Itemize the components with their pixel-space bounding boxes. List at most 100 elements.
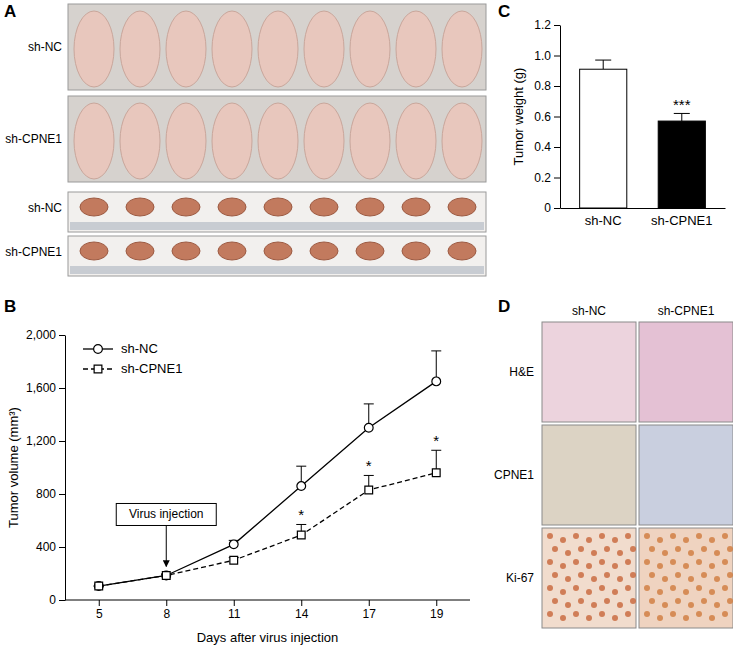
tick: 1.2 [534, 18, 560, 32]
histology-image [639, 528, 733, 628]
stain-dot [586, 537, 592, 543]
stain-dot [644, 559, 650, 565]
series-line [99, 473, 437, 586]
stain-dot [547, 559, 553, 565]
stain-dot [547, 611, 553, 617]
stain-dot [586, 589, 592, 595]
stain-dot [662, 602, 668, 608]
stain-dot [649, 572, 655, 578]
stain-dot [727, 598, 733, 604]
tick-mark [59, 441, 65, 442]
tick: 1,600 [26, 381, 65, 395]
stain-dot [675, 572, 681, 578]
stain-dot [662, 576, 668, 582]
axis-line [65, 336, 66, 601]
tick: 17 [363, 600, 377, 621]
tick: 19 [430, 600, 444, 621]
stain-dot [625, 585, 631, 591]
column-label: sh-CPNE1 [658, 304, 715, 318]
mouse-shape [212, 103, 252, 179]
tick: 0 [544, 201, 560, 215]
stain-dot [591, 602, 597, 608]
error-bar [595, 60, 611, 69]
tick-mark [554, 25, 560, 26]
stain-dot [714, 550, 720, 556]
tumor-shape [448, 242, 476, 260]
marker [432, 469, 440, 477]
stain-dot [701, 598, 707, 604]
legend-item: sh-CPNE1 [83, 361, 182, 376]
stain-dot [688, 550, 694, 556]
tumor-shape [310, 198, 338, 216]
tick: sh-NC [585, 208, 622, 228]
row-label: H&E [509, 365, 534, 379]
stain-dot [683, 615, 689, 621]
stain-dot [552, 546, 558, 552]
tick-label: 0.4 [534, 140, 551, 154]
significance-mark: *** [673, 96, 691, 113]
stain-dot [573, 585, 579, 591]
stain-dot [560, 537, 566, 543]
marker [229, 540, 238, 549]
mouse-shape [74, 11, 114, 87]
tick-label: 17 [363, 607, 377, 621]
stain-dot [709, 589, 715, 595]
figure: ABCDsh-NCsh-CPNE1sh-NCsh-CPNE104008001,2… [0, 0, 733, 656]
panel-label: A [4, 2, 16, 21]
marker [297, 482, 306, 491]
ruler [70, 266, 484, 274]
mouse-shape [350, 103, 390, 179]
stain-dot [662, 550, 668, 556]
stain-dot [630, 598, 636, 604]
tick-mark [554, 117, 560, 118]
tick-label: 1,600 [26, 381, 56, 395]
stain-dot [714, 602, 720, 608]
stain-dot [670, 533, 676, 539]
tick-mark [99, 600, 100, 606]
tick-label: 2,000 [26, 328, 56, 342]
error-cap [431, 350, 441, 351]
stain-dot [670, 611, 676, 617]
tick-label: sh-NC [585, 213, 622, 228]
stain-dot [683, 537, 689, 543]
stain-dot [683, 589, 689, 595]
tick: 1,200 [26, 434, 65, 448]
y-axis-title: Tumor volume (mm³) [6, 407, 21, 528]
mouse-shape [442, 103, 482, 179]
marker [95, 582, 103, 590]
significance-mark: * [298, 506, 304, 523]
stain-dot [586, 615, 592, 621]
bar [658, 121, 705, 208]
error-cap [296, 524, 306, 525]
stain-dot [688, 576, 694, 582]
yticks-axis: 04008001,2001,6002,000 [26, 328, 66, 607]
marker [230, 556, 238, 564]
legend-label: sh-CPNE1 [121, 361, 182, 376]
tick-label: 8 [163, 607, 170, 621]
tumor-shape [126, 242, 154, 260]
tick-mark [234, 600, 235, 606]
tick-mark [554, 56, 560, 57]
tick-label: 0 [49, 593, 56, 607]
legend-label: sh-NC [121, 341, 158, 356]
stain-dot [599, 585, 605, 591]
stain-dot [547, 533, 553, 539]
stain-dot [701, 546, 707, 552]
axis-line [560, 26, 561, 209]
stain-dot [573, 611, 579, 617]
legend: sh-NC sh-CPNE1 [83, 341, 182, 376]
panel-label: C [498, 2, 510, 21]
stain-dot [578, 546, 584, 552]
series-line [99, 381, 437, 586]
stain-dot [722, 533, 728, 539]
marker [365, 486, 373, 494]
stain-dot [599, 611, 605, 617]
marker [297, 531, 305, 539]
marker [94, 582, 103, 591]
panel-label: D [498, 297, 510, 316]
stain-dot [591, 576, 597, 582]
categories-axis: 5811141719 [65, 600, 470, 621]
tick-mark [554, 208, 560, 209]
mouse-shape [120, 11, 160, 87]
tick: 0.4 [534, 140, 560, 154]
